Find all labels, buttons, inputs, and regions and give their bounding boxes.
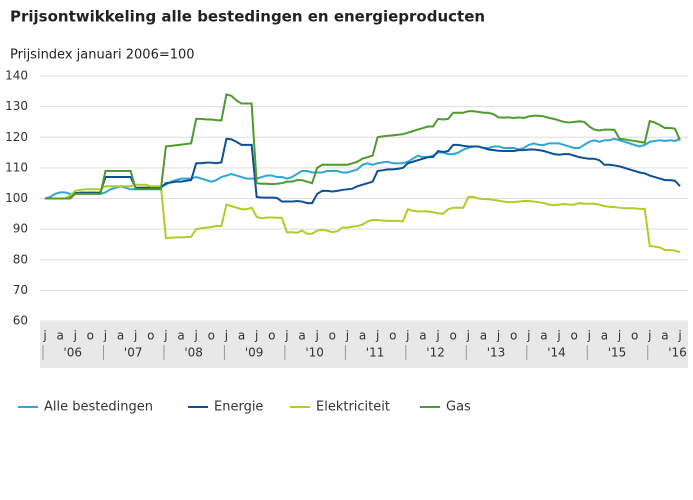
x-tick-label: j [284,329,288,343]
chart-title: Prijsontwikkeling alle bestedingen en en… [10,8,485,26]
x-tick-label: j [133,329,137,343]
x-tick-label: a [359,329,366,343]
year-label: '14 [547,346,566,360]
x-tick-label: j [314,329,318,343]
x-tick-label: j [254,329,258,343]
x-tick-label: j [224,329,228,343]
chart-subtitle: Prijsindex januari 2006=100 [10,48,195,63]
x-tick-label: j [587,329,591,343]
x-tick-label: a [540,329,547,343]
y-tick-label: 60 [13,314,28,328]
series-line [45,137,681,205]
legend-label: Gas [446,400,471,415]
legend-label: Elektriciteit [316,400,390,415]
x-tick-label: j [466,329,470,343]
year-label: '15 [608,346,627,360]
x-tick-label: a [298,329,305,343]
year-label: '16 [668,346,687,360]
x-tick-label: a [117,329,124,343]
x-tick-label: a [601,329,608,343]
x-tick-label: o [268,329,275,343]
x-tick-label: o [631,329,638,343]
x-tick-label: a [419,329,426,343]
year-label: '12 [426,346,445,360]
year-label: '09 [245,346,264,360]
y-tick-label: 120 [5,130,28,144]
x-tick-label: a [56,329,63,343]
x-tick-label: o [87,329,94,343]
x-tick-label: o [208,329,215,343]
year-label: '07 [124,346,143,360]
year-label: '10 [305,346,324,360]
x-tick-label: j [617,329,621,343]
x-tick-label: o [510,329,517,343]
year-label: '11 [366,346,385,360]
x-tick-label: j [526,329,530,343]
year-label: '08 [184,346,203,360]
series-line [45,93,681,200]
x-tick-label: o [389,329,396,343]
y-tick-label: 70 [13,283,28,297]
legend-label: Alle bestedingen [44,400,153,415]
x-tick-label: a [177,329,184,343]
x-tick-label: o [450,329,457,343]
x-tick-label: a [480,329,487,343]
x-axis-band [40,322,688,368]
y-tick-label: 110 [5,160,28,174]
year-label: '06 [63,346,82,360]
x-tick-label: a [661,329,668,343]
x-tick-label: o [570,329,577,343]
x-tick-label: a [238,329,245,343]
x-tick-label: j [496,329,500,343]
series-line [45,183,681,254]
x-tick-label: j [647,329,651,343]
x-tick-label: j [194,329,198,343]
x-tick-label: o [147,329,154,343]
x-tick-label: j [163,329,167,343]
x-tick-label: j [435,329,439,343]
x-tick-label: j [345,329,349,343]
x-tick-label: j [375,329,379,343]
year-label: '13 [487,346,506,360]
x-tick-label: j [556,329,560,343]
legend-label: Energie [214,400,263,415]
y-tick-label: 140 [5,69,28,83]
x-tick-label: j [103,329,107,343]
y-tick-label: 100 [5,191,28,205]
y-tick-label: 90 [13,222,28,236]
x-tick-label: j [42,329,46,343]
x-tick-label: j [405,329,409,343]
y-tick-label: 130 [5,99,28,113]
x-tick-label: o [329,329,336,343]
x-tick-label: j [677,329,681,343]
x-tick-label: j [73,329,77,343]
y-tick-label: 80 [13,252,28,266]
